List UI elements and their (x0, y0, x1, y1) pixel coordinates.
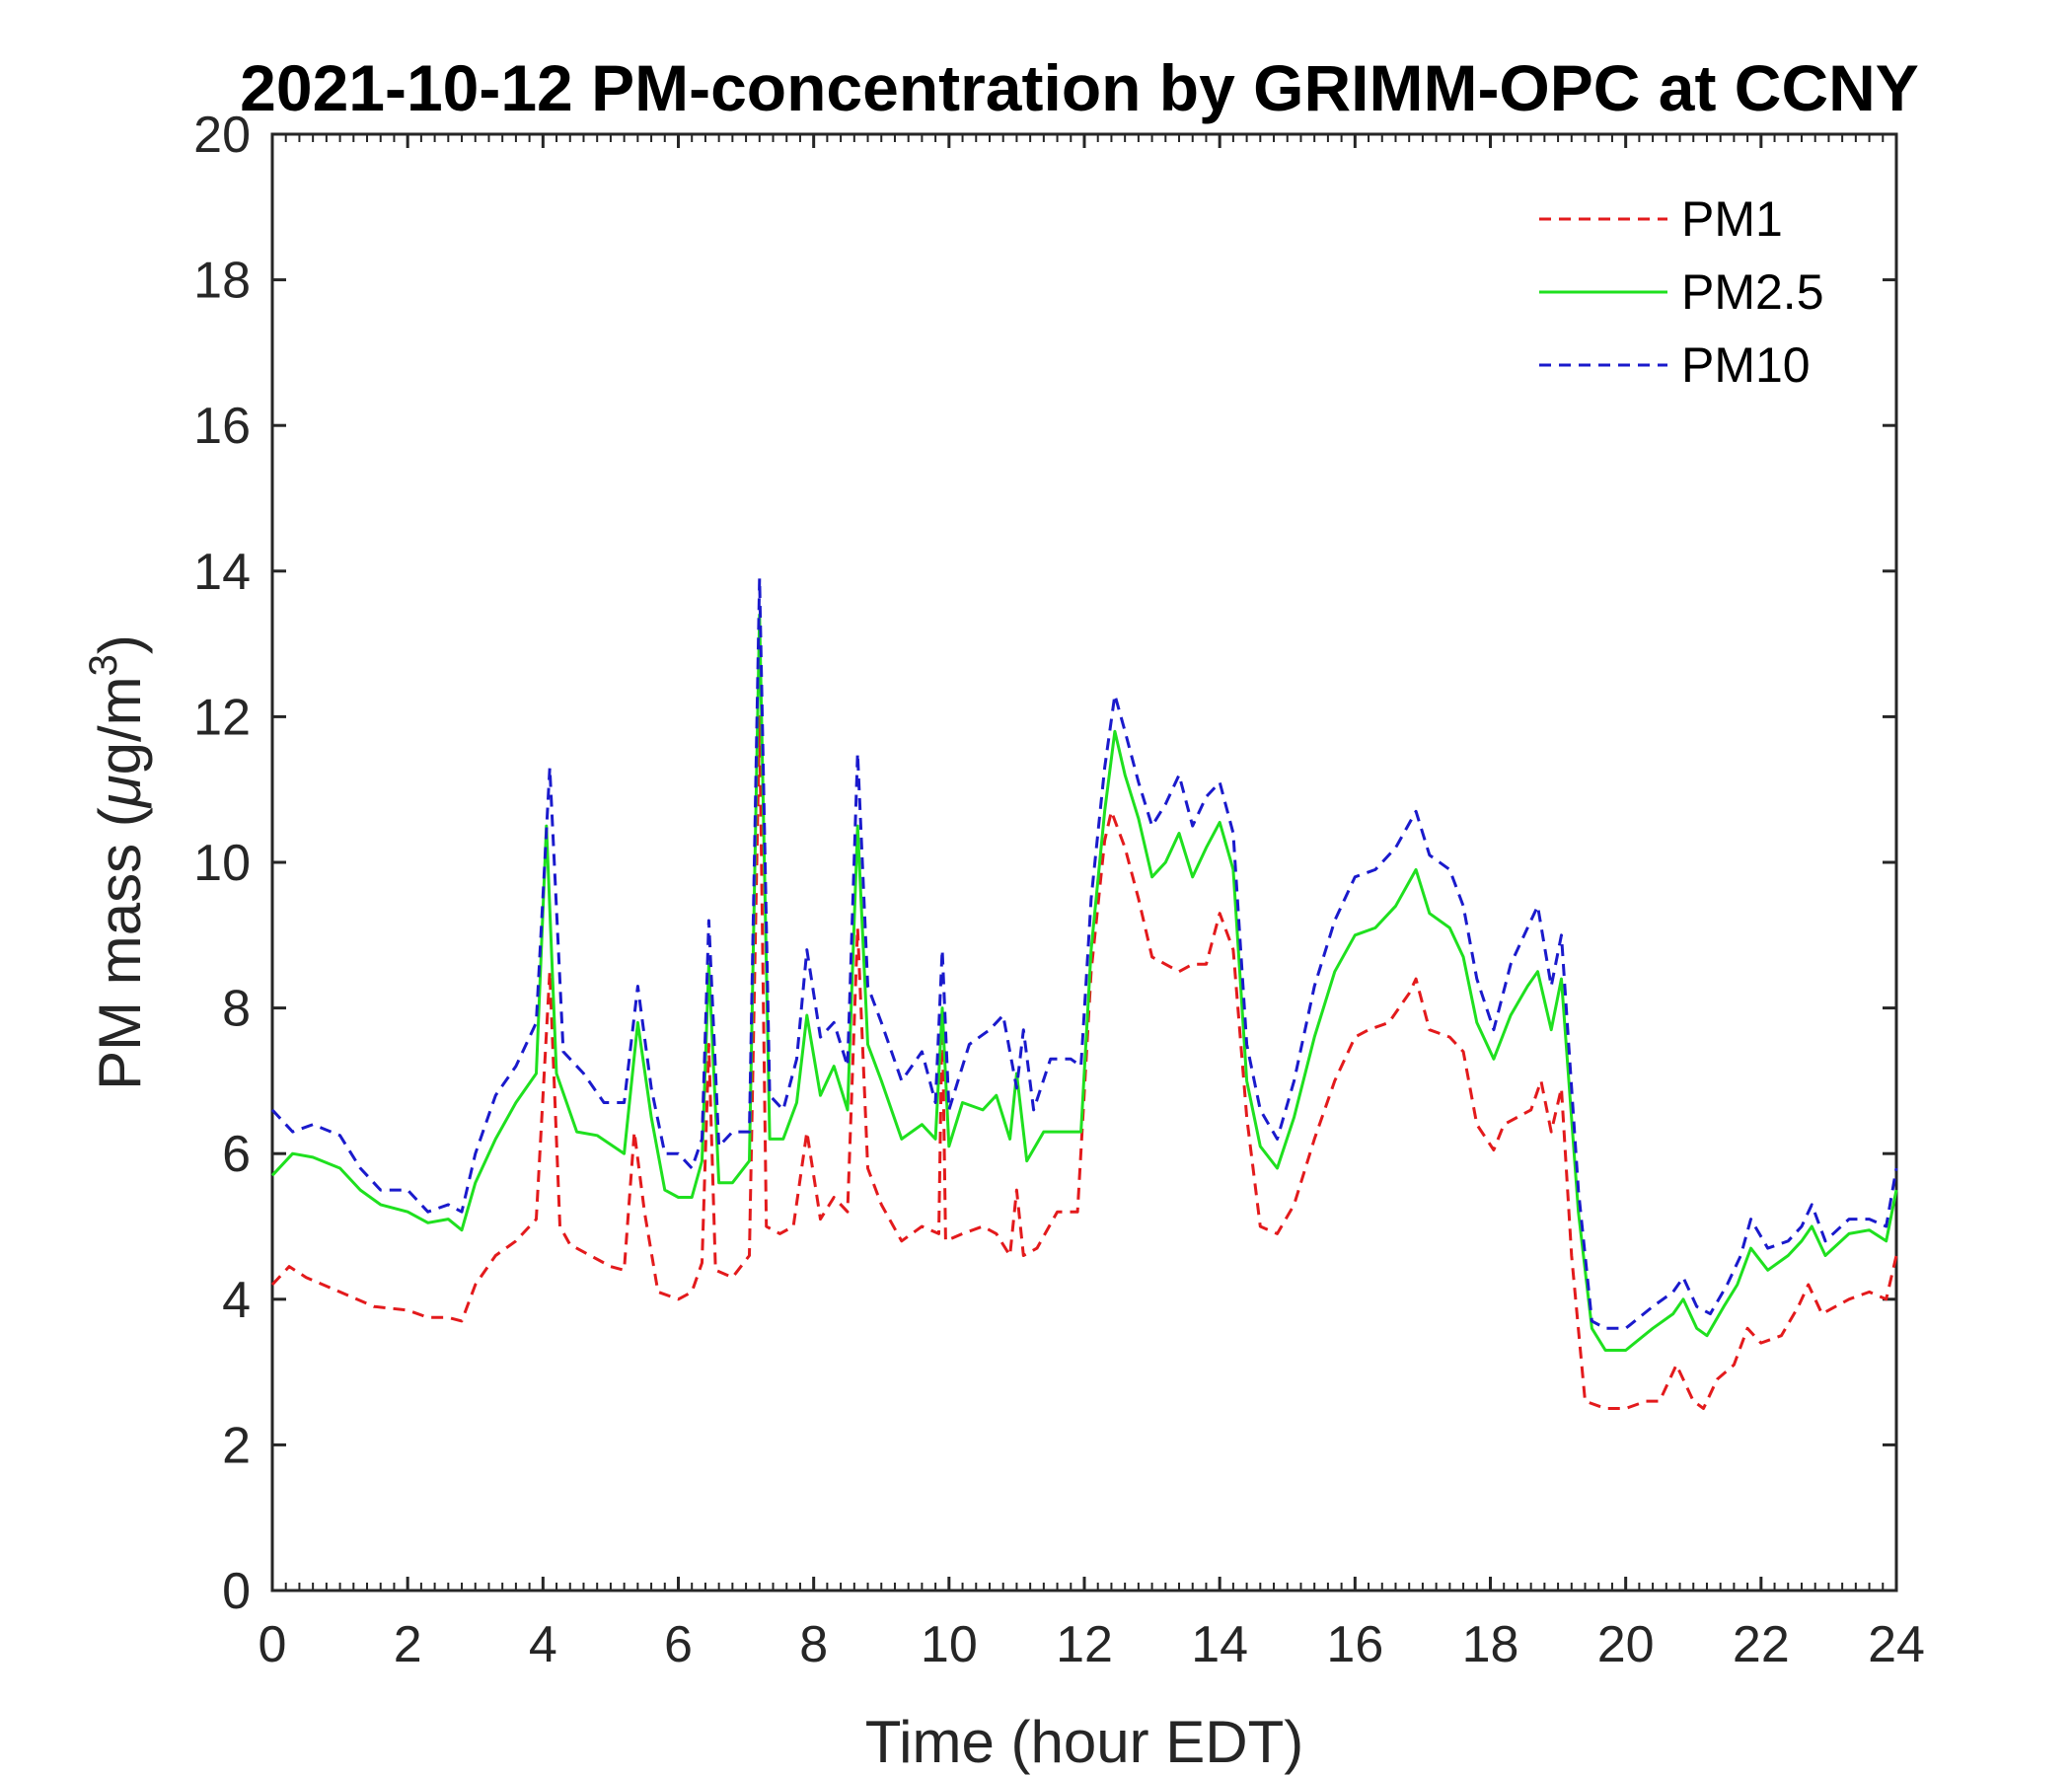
x-tick-label: 16 (1326, 1616, 1383, 1673)
y-tick-label: 6 (222, 1126, 251, 1183)
chart-title: 2021-10-12 PM-concentration by GRIMM-OPC… (240, 51, 1919, 124)
y-tick-label: 18 (193, 253, 251, 310)
y-tick-label: 16 (193, 398, 251, 455)
plot-frame (270, 132, 1898, 1592)
series-line-pm10 (270, 576, 1898, 1330)
series-layer (270, 576, 1898, 1410)
x-tick-label: 10 (921, 1616, 978, 1673)
x-tick-label: 8 (799, 1616, 828, 1673)
x-tick-label: 2 (394, 1616, 422, 1673)
x-tick-label: 22 (1733, 1616, 1790, 1673)
y-tick-label: 4 (222, 1272, 251, 1329)
y-axis-label-close: ) (87, 634, 153, 654)
series-line-pm2-5 (270, 613, 1898, 1352)
y-tick-label: 0 (222, 1563, 251, 1620)
x-tick-label: 14 (1191, 1616, 1248, 1673)
y-axis-label: PM mass (μg/m3) (82, 634, 153, 1090)
y-tick-label: 14 (193, 544, 251, 601)
y-axis-label-main: PM mass ( (87, 807, 153, 1090)
x-tick-label: 4 (529, 1616, 557, 1673)
y-tick-label: 2 (222, 1417, 251, 1474)
legend-label: PM10 (1681, 337, 1811, 393)
x-tick-label: 18 (1462, 1616, 1519, 1673)
y-axis-label-sup: 3 (82, 654, 125, 676)
y-tick-label: 10 (193, 835, 251, 892)
y-tick-label: 12 (193, 689, 251, 746)
y-tick-label: 8 (222, 981, 251, 1038)
x-tick-label: 24 (1868, 1616, 1925, 1673)
x-tick-label: 20 (1597, 1616, 1655, 1673)
axis-ticks (270, 132, 1898, 1592)
x-tick-label: 6 (664, 1616, 693, 1673)
y-axis-label-mu: μ (87, 775, 153, 809)
y-axis-label-unit: g/m (87, 676, 153, 775)
legend-label: PM2.5 (1681, 264, 1824, 320)
x-axis-label: Time (hour EDT) (865, 1709, 1304, 1775)
legend-label: PM1 (1681, 191, 1783, 247)
x-tick-label: 12 (1056, 1616, 1113, 1673)
y-tick-label: 20 (193, 107, 251, 164)
legend: PM1 PM2.5 PM10 (1539, 191, 1824, 393)
x-tick-label: 0 (259, 1616, 287, 1673)
